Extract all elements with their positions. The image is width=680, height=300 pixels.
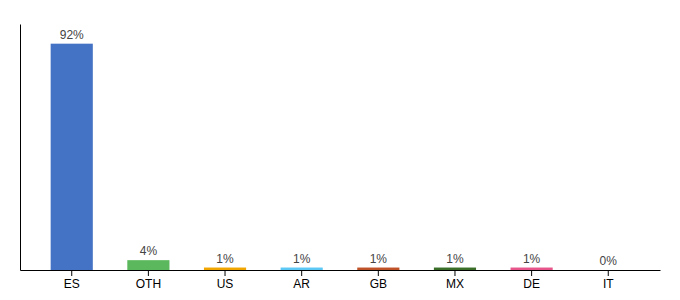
x-tick: ES: [64, 270, 80, 291]
x-tick-mark: [148, 270, 149, 276]
x-tick-mark: [454, 270, 455, 276]
data-label: 1%: [293, 252, 311, 266]
bars: [51, 44, 553, 270]
x-tick-mark: [301, 270, 302, 276]
x-tick-label: US: [217, 277, 234, 291]
y-axis-line: [20, 25, 21, 271]
bar: [51, 44, 93, 270]
bar: [204, 268, 246, 270]
x-tick-mark: [608, 270, 609, 276]
data-label: 4%: [140, 244, 158, 258]
data-label: 1%: [370, 252, 388, 266]
bar: [127, 260, 169, 270]
bar: [281, 268, 323, 270]
x-axis: ES OTH US AR GB MX DE IT: [21, 270, 661, 291]
data-label: 92%: [60, 28, 84, 42]
bar: [434, 268, 476, 270]
data-label: 0%: [600, 254, 618, 268]
chart-container: ES OTH US AR GB MX DE IT 92% 4% 1% 1% 1% 1% 1% 0%: [0, 0, 680, 300]
x-tick-mark: [531, 270, 532, 276]
x-tick-label: IT: [603, 277, 614, 291]
x-tick: OTH: [136, 270, 161, 291]
data-label: 1%: [446, 252, 464, 266]
x-tick-label: ES: [64, 277, 80, 291]
x-tick-label: GB: [370, 277, 387, 291]
x-tick: MX: [446, 270, 464, 291]
x-tick: AR: [293, 270, 310, 291]
x-tick-mark: [71, 270, 72, 276]
x-tick: DE: [523, 270, 540, 291]
chart-svg: ES OTH US AR GB MX DE IT 92% 4% 1% 1% 1% 1% 1% 0%: [0, 0, 680, 300]
x-tick-label: OTH: [136, 277, 161, 291]
x-tick-label: DE: [523, 277, 540, 291]
x-axis-line: [21, 270, 661, 271]
x-tick-label: MX: [446, 277, 464, 291]
x-tick-mark: [378, 270, 379, 276]
x-tick-label: AR: [293, 277, 310, 291]
x-tick: IT: [603, 270, 614, 291]
x-tick-mark: [225, 270, 226, 276]
x-tick: GB: [370, 270, 387, 291]
bar: [511, 268, 553, 270]
data-label: 1%: [216, 252, 234, 266]
data-label: 1%: [523, 252, 541, 266]
plot-area: ES OTH US AR GB MX DE IT 92% 4% 1% 1% 1% 1% 1% 0%: [21, 25, 661, 291]
bar: [357, 268, 399, 270]
bar: [587, 270, 629, 271]
data-labels: 92% 4% 1% 1% 1% 1% 1% 0%: [60, 28, 618, 268]
y-axis: [20, 25, 21, 271]
x-tick: US: [217, 270, 234, 291]
